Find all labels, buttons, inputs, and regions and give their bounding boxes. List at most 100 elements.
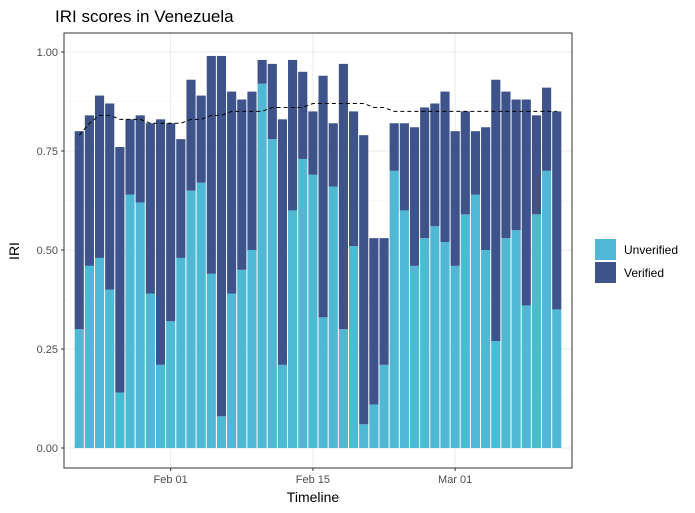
- bar-unverified: [338, 329, 348, 448]
- bar-unverified: [379, 364, 389, 448]
- bar-verified: [521, 99, 531, 306]
- bar-verified: [298, 71, 308, 159]
- bar-unverified: [145, 293, 155, 448]
- x-tick-label: Feb 15: [296, 474, 330, 486]
- bar-verified: [277, 119, 288, 365]
- bar-unverified: [196, 182, 206, 448]
- bar-verified: [420, 107, 430, 239]
- bar-unverified: [460, 214, 470, 448]
- legend-label-unverified: Unverified: [624, 243, 678, 257]
- y-tick-label: 0.25: [37, 344, 58, 356]
- y-axis-title: IRI: [6, 242, 22, 260]
- bar-unverified: [84, 265, 94, 448]
- legend-key-verified: [595, 262, 616, 283]
- bar-verified: [491, 79, 501, 342]
- bar-verified: [176, 139, 186, 258]
- bar-unverified: [216, 416, 227, 448]
- bar-verified: [359, 135, 369, 425]
- bar-unverified: [318, 317, 328, 448]
- bar-verified: [196, 95, 206, 183]
- y-tick-label: 0.75: [37, 146, 58, 158]
- bar-verified: [288, 59, 298, 211]
- bar-verified: [338, 63, 348, 330]
- bar-verified: [318, 75, 328, 318]
- bar-verified: [552, 111, 562, 310]
- bar-verified: [125, 119, 135, 195]
- bar-verified: [440, 91, 450, 243]
- bar-verified: [94, 95, 105, 258]
- y-axis: 0.00 0.25 0.50 0.75 1.00: [37, 47, 64, 455]
- bar-verified: [511, 99, 521, 231]
- y-tick-label: 0.00: [37, 443, 58, 455]
- bar-unverified: [511, 230, 521, 448]
- bar-verified: [348, 111, 359, 247]
- bar-unverified: [277, 364, 288, 448]
- bar-unverified: [369, 404, 379, 448]
- bar-verified: [450, 131, 460, 266]
- bar-verified: [308, 111, 318, 175]
- bar-unverified: [409, 265, 420, 448]
- bar-unverified: [135, 202, 145, 448]
- bar-unverified: [186, 190, 196, 448]
- bar-unverified: [481, 250, 491, 448]
- bar-verified: [470, 131, 481, 195]
- bar-unverified: [74, 329, 84, 448]
- bar-verified: [389, 123, 399, 171]
- bar-unverified: [531, 214, 542, 448]
- legend: Unverified Verified: [595, 239, 678, 283]
- bar-verified: [237, 99, 247, 270]
- bar-unverified: [430, 226, 440, 448]
- y-tick-label: 1.00: [37, 47, 58, 59]
- bar-verified: [481, 127, 491, 250]
- bar-verified: [186, 79, 196, 191]
- bar-verified: [460, 111, 470, 215]
- bar-unverified: [521, 305, 531, 448]
- chart-title: IRI scores in Venezuela: [55, 7, 234, 26]
- bar-unverified: [420, 238, 430, 448]
- bar-verified: [501, 91, 511, 239]
- bar-unverified: [257, 83, 267, 449]
- bar-verified: [409, 127, 420, 266]
- x-axis-title: Timeline: [287, 489, 340, 505]
- bars: [74, 55, 562, 449]
- bar-verified: [247, 91, 257, 250]
- bar-unverified: [155, 364, 166, 448]
- bar-unverified: [298, 158, 308, 449]
- plot-panel: [63, 32, 573, 469]
- y-tick-label: 0.50: [37, 245, 58, 257]
- legend-label-verified: Verified: [624, 266, 664, 280]
- bar-unverified: [94, 257, 105, 448]
- bar-unverified: [125, 194, 135, 448]
- bar-unverified: [237, 269, 247, 448]
- bar-unverified: [288, 210, 298, 448]
- bar-unverified: [247, 250, 257, 448]
- bar-unverified: [470, 194, 481, 448]
- bar-unverified: [399, 210, 409, 448]
- bar-verified: [135, 115, 145, 203]
- bar-verified: [105, 103, 115, 290]
- bar-unverified: [115, 392, 125, 448]
- bar-unverified: [450, 265, 460, 448]
- bar-unverified: [542, 170, 552, 449]
- bar-verified: [531, 115, 542, 215]
- bar-unverified: [166, 321, 176, 448]
- bar-verified: [430, 103, 440, 227]
- bar-unverified: [105, 289, 115, 448]
- bar-verified: [216, 55, 227, 417]
- bar-unverified: [267, 139, 277, 448]
- bar-unverified: [348, 246, 359, 448]
- bar-unverified: [308, 174, 318, 448]
- bar-verified: [206, 55, 216, 274]
- bar-unverified: [491, 341, 501, 448]
- bar-verified: [399, 123, 409, 211]
- bar-unverified: [552, 309, 562, 448]
- bar-verified: [84, 115, 94, 266]
- bar-verified: [369, 238, 379, 405]
- x-tick-label: Mar 01: [438, 474, 472, 486]
- bar-unverified: [206, 273, 216, 448]
- bar-verified: [328, 123, 338, 187]
- trend-line: [78, 102, 557, 136]
- x-tick-label: Feb 01: [154, 474, 188, 486]
- bar-verified: [379, 238, 389, 365]
